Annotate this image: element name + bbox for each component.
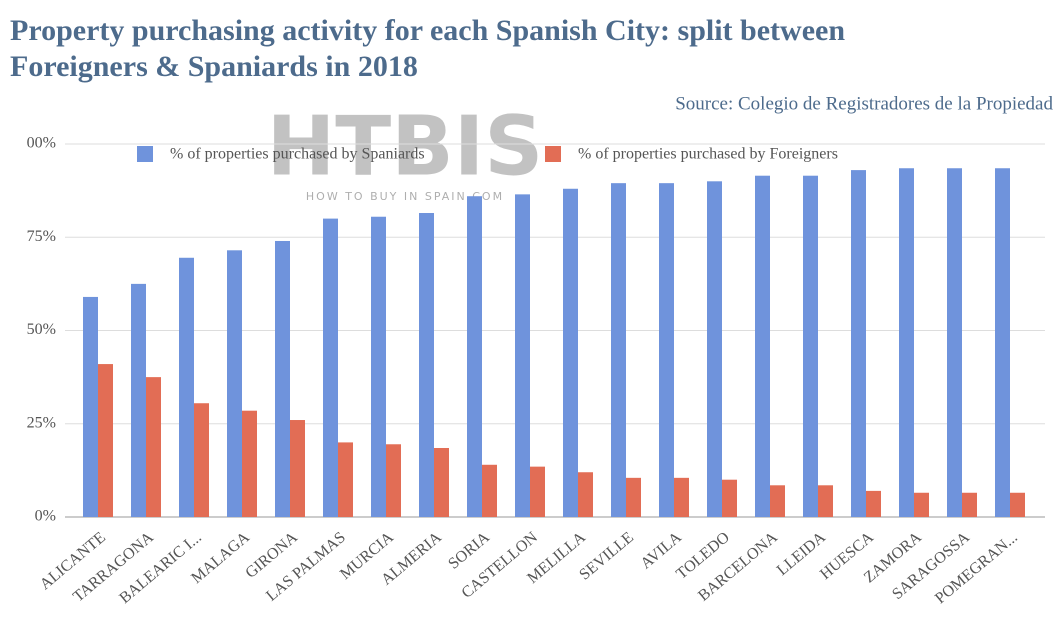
source: Source: Colegio de Registradores de la P… <box>675 93 1053 114</box>
bar <box>83 296 98 517</box>
legend-label: % of properties purchased by Foreigners <box>578 146 838 163</box>
bar <box>722 479 737 517</box>
legend-label: % of properties purchased by Spaniards <box>170 146 425 163</box>
bar <box>419 213 434 517</box>
bar <box>674 477 689 517</box>
bar <box>626 477 641 517</box>
x-tick-label: POMEGRAN... <box>932 529 1021 607</box>
bar <box>899 168 914 517</box>
bar <box>98 364 113 517</box>
bar <box>482 464 497 517</box>
bar <box>755 175 770 517</box>
y-tick-label: 25% <box>27 414 56 431</box>
bar <box>563 188 578 517</box>
bar <box>995 168 1010 517</box>
bar <box>515 194 530 518</box>
watermark: HTBIS <box>267 99 544 194</box>
y-tick-label: 00% <box>27 135 56 152</box>
bar <box>290 420 305 517</box>
bar <box>578 472 593 517</box>
bar <box>914 492 929 517</box>
bar <box>179 257 194 517</box>
bar <box>818 485 833 517</box>
bar <box>530 466 545 517</box>
bar <box>323 218 338 517</box>
y-tick-label: 75% <box>27 228 56 245</box>
bar <box>659 183 674 518</box>
bar <box>707 181 722 518</box>
bar <box>947 168 962 517</box>
bar <box>227 250 242 517</box>
bar <box>851 170 866 518</box>
bar <box>770 485 785 517</box>
bar <box>386 444 401 517</box>
bar <box>866 490 881 517</box>
bar <box>338 442 353 517</box>
chart-title: Foreigners & Spaniards in 2018 <box>10 50 418 83</box>
bar <box>962 492 977 517</box>
bar <box>467 196 482 517</box>
legend-swatch <box>137 146 153 162</box>
y-tick-label: 50% <box>27 321 56 338</box>
bar <box>194 403 209 517</box>
y-tick-label: 0% <box>35 508 56 525</box>
bar <box>434 447 449 517</box>
watermark-sub: HOW TO BUY IN SPAIN.COM <box>306 190 504 203</box>
bar <box>242 410 257 517</box>
bar <box>371 216 386 518</box>
chart-title: Property purchasing activity for each Sp… <box>10 14 845 47</box>
bar <box>146 377 161 517</box>
bar <box>131 283 146 517</box>
x-tick-label: SEVILLE <box>576 529 637 584</box>
bar <box>275 240 290 518</box>
bar <box>1010 492 1025 517</box>
bar <box>803 175 818 517</box>
bar <box>611 183 626 518</box>
x-tick-label: BALEARIC I... <box>116 529 205 607</box>
legend-swatch <box>545 146 561 162</box>
